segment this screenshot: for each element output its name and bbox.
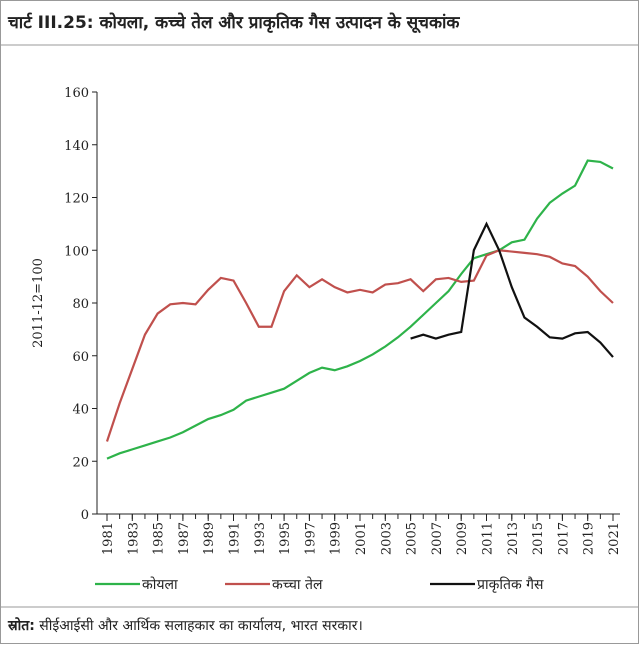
y-tick-label: 160: [64, 86, 89, 101]
x-tick-label: 1989: [202, 522, 217, 555]
series-line: [106, 159, 614, 460]
x-tick-label: 2009: [455, 522, 470, 555]
x-tick-label: 1985: [152, 522, 167, 555]
series-line: [105, 249, 614, 442]
legend-label: कच्चा तेल: [272, 576, 323, 593]
x-tick-label: 1981: [101, 522, 116, 555]
y-tick-label: 20: [72, 455, 89, 470]
x-tick-label: 2007: [430, 522, 445, 555]
x-tick-label: 1999: [329, 522, 344, 555]
x-tick-label: 1993: [253, 522, 268, 555]
chart-title: चार्ट III.25: कोयला, कच्चे तेल और प्राकृ…: [7, 12, 460, 34]
y-tick-label: 40: [72, 403, 89, 418]
source-text: सीईआईसी और आर्थिक सलाहकार का कार्यालय, भ…: [35, 617, 363, 634]
x-tick-label: 1997: [303, 522, 318, 555]
source: स्रोत: सीईआईसी और आर्थिक सलाहकार का कार्…: [7, 617, 363, 634]
series-line: [410, 221, 614, 358]
x-tick-label: 2021: [607, 522, 622, 555]
y-tick-label: 140: [64, 139, 89, 154]
x-tick-label: 1987: [177, 522, 192, 555]
x-tick-label: 1991: [228, 522, 243, 555]
y-tick-label: 80: [72, 297, 89, 312]
legend-label: प्राकृतिक गैस: [477, 576, 544, 593]
y-tick-label: 60: [72, 350, 89, 365]
x-tick-label: 2019: [582, 522, 597, 555]
x-tick-label: 2003: [379, 522, 394, 555]
x-tick-label: 2011: [481, 522, 496, 555]
legend-label: कोयला: [142, 576, 178, 593]
x-tick-label: 2001: [354, 522, 369, 555]
source-label: स्रोत:: [7, 617, 35, 634]
x-tick-label: 2015: [531, 522, 546, 555]
y-tick-label: 100: [64, 244, 89, 259]
y-tick-label: 120: [64, 192, 89, 207]
x-tick-label: 1983: [126, 522, 141, 555]
x-tick-label: 2013: [506, 522, 521, 555]
x-tick-label: 1995: [278, 522, 293, 555]
x-tick-label: 2017: [556, 522, 571, 555]
y-tick-label: 0: [81, 508, 89, 523]
y-axis-label: 2011-12=100: [31, 258, 46, 348]
x-tick-label: 2005: [405, 522, 420, 555]
